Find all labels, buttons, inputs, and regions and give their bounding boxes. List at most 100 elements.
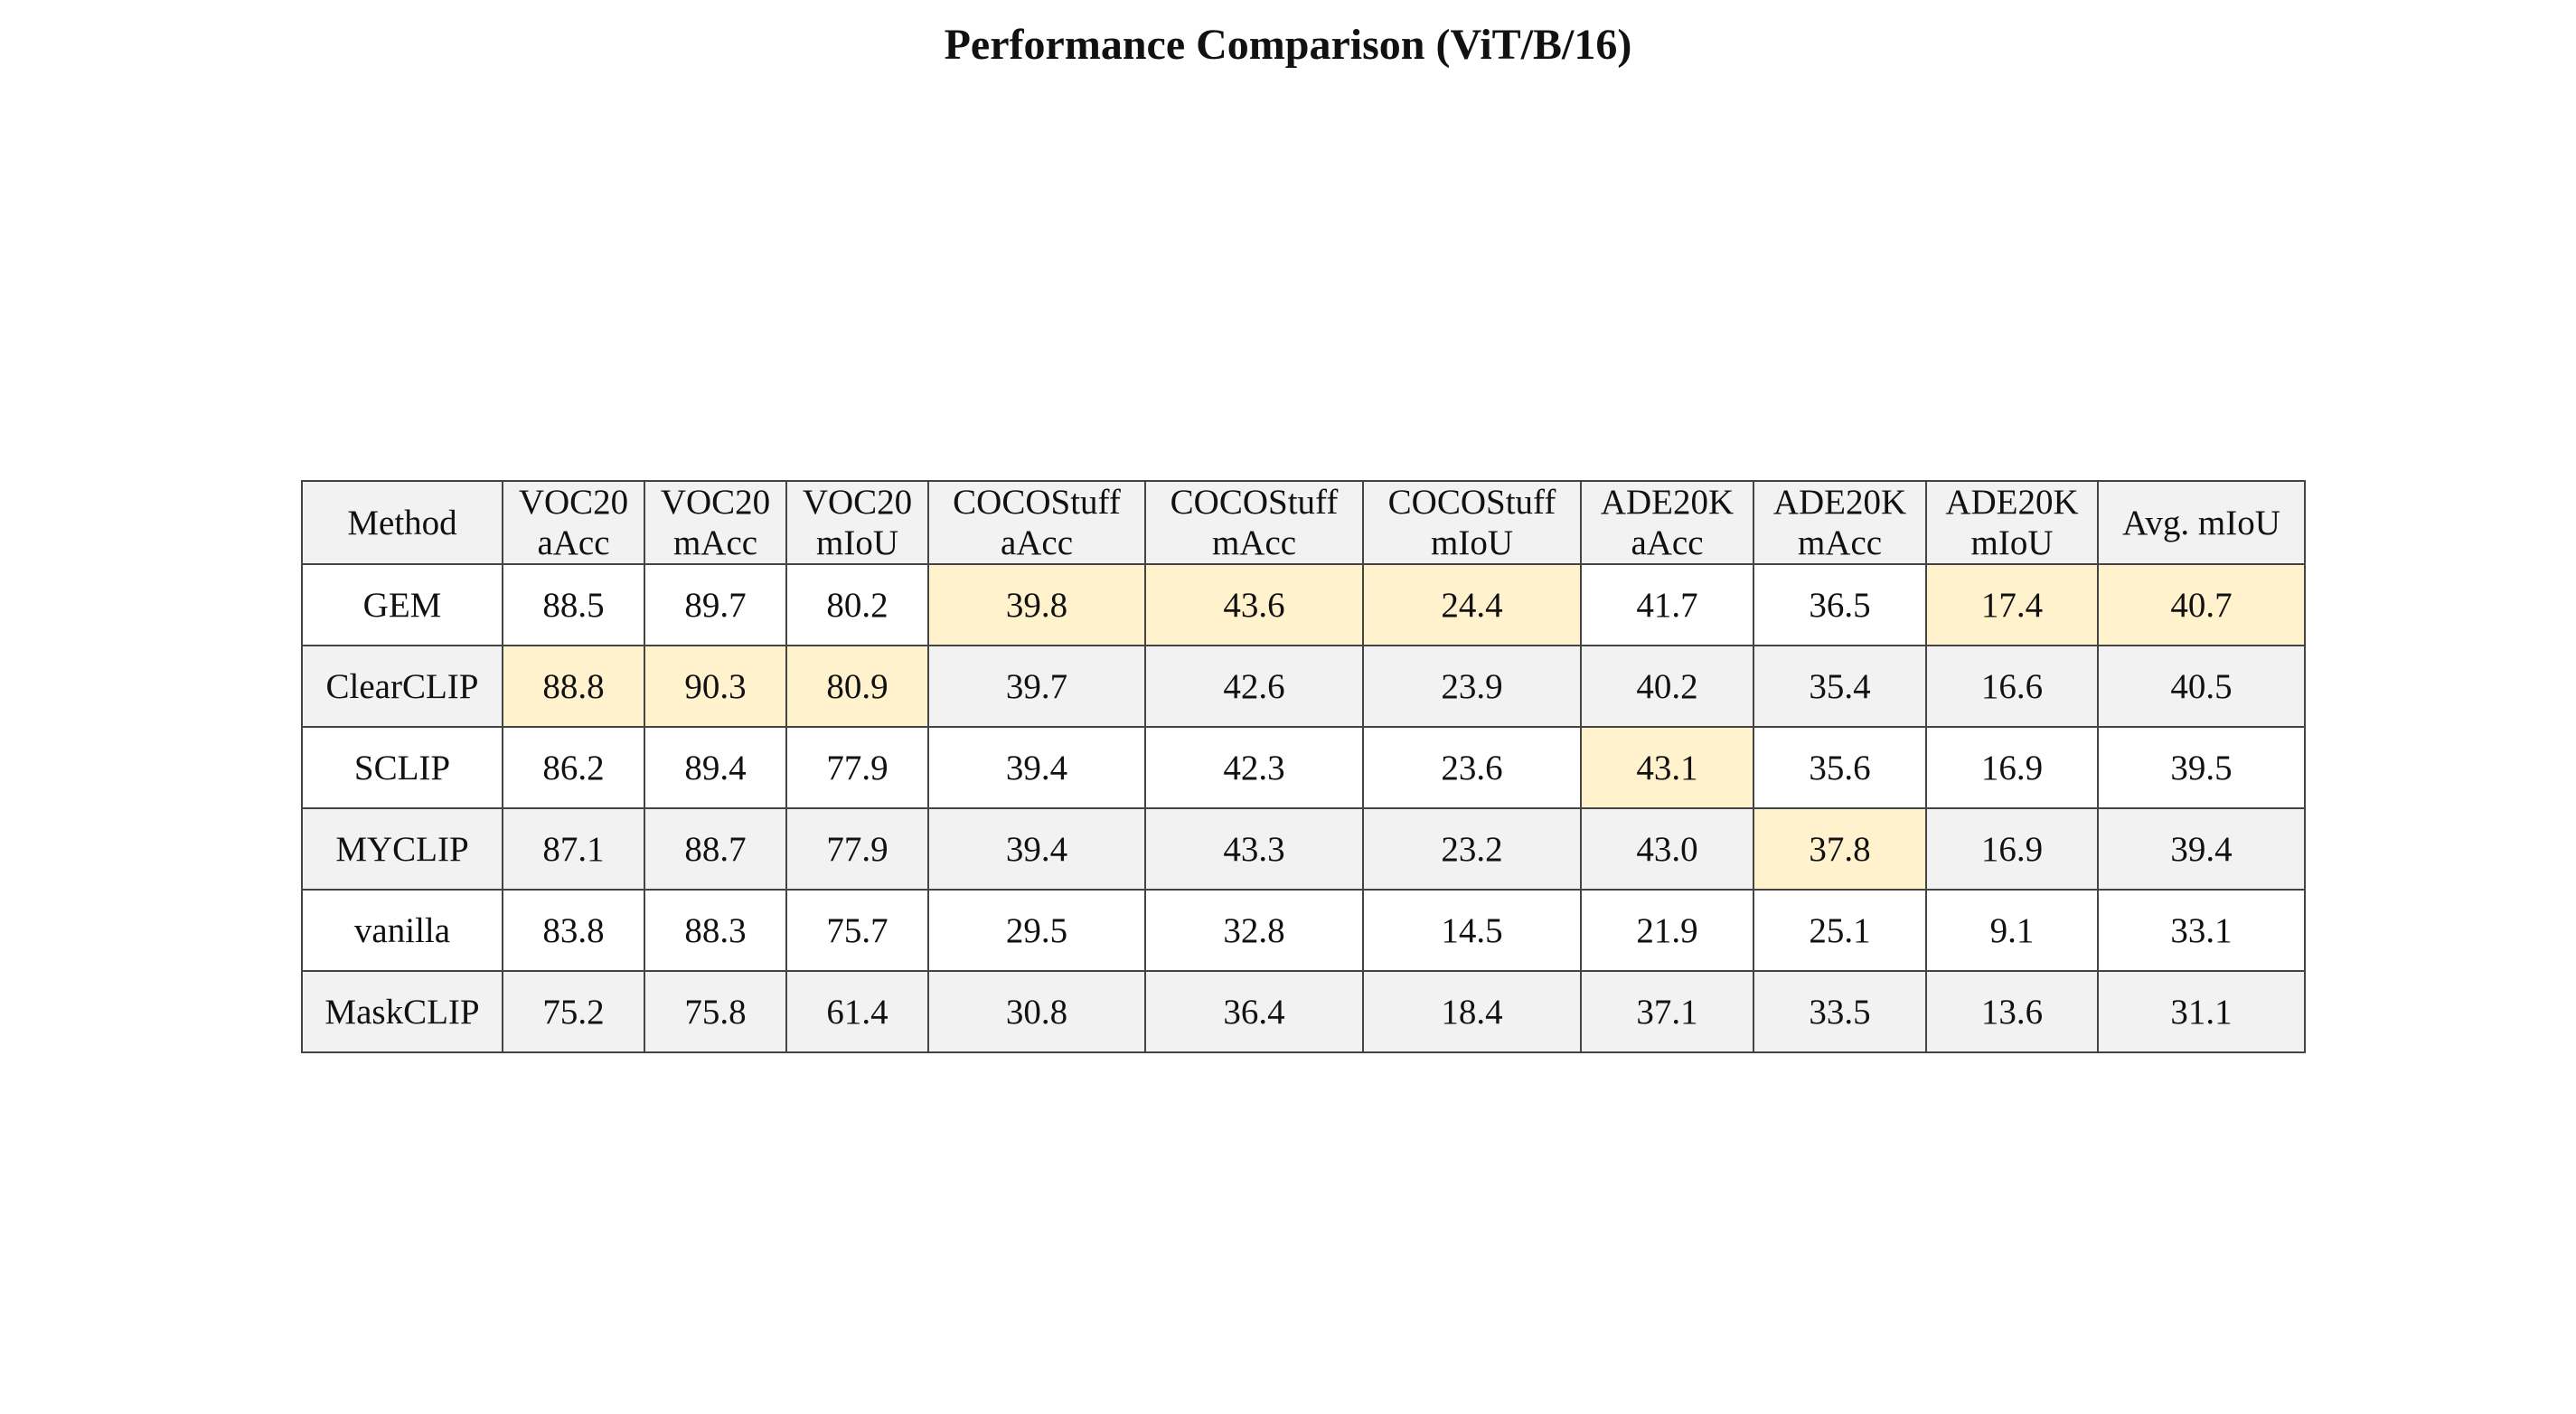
column-header-line: Avg. mIoU	[2122, 503, 2280, 542]
column-header-line: mAcc	[1211, 523, 1297, 562]
value-cell: 61.4	[785, 970, 929, 1053]
column-header-line: COCOStuff	[953, 483, 1121, 522]
value-cell: 36.4	[1144, 970, 1364, 1053]
column-header-line: mAcc	[1797, 523, 1883, 562]
column-header: ADE20K mAcc	[1753, 480, 1927, 565]
value-cell: 90.3	[644, 645, 787, 728]
value-cell: 16.9	[1925, 807, 2099, 891]
column-header-line: VOC20	[802, 483, 913, 522]
header-row: Method VOC20 aAcc VOC20 mAcc VOC20 mIoU COCOStu…	[301, 480, 2306, 565]
value-cell: 16.6	[1925, 645, 2099, 728]
method-cell: SCLIP	[301, 726, 503, 809]
value-cell: 37.8	[1753, 807, 1927, 891]
value-cell: 41.7	[1580, 563, 1754, 646]
value-cell: 89.7	[644, 563, 787, 646]
column-header: COCOStuff mAcc	[1144, 480, 1364, 565]
value-cell: 43.0	[1580, 807, 1754, 891]
value-cell: 77.9	[785, 726, 929, 809]
column-header-line: mIoU	[816, 523, 898, 562]
value-cell: 39.8	[927, 563, 1146, 646]
value-cell: 40.5	[2097, 645, 2306, 728]
value-cell: 25.1	[1753, 889, 1927, 972]
method-cell: vanilla	[301, 889, 503, 972]
value-cell: 39.4	[2097, 807, 2306, 891]
column-header-line: aAcc	[537, 523, 610, 562]
column-header: Avg. mIoU	[2097, 480, 2306, 565]
value-cell: 32.8	[1144, 889, 1364, 972]
column-header: ADE20K mIoU	[1925, 480, 2099, 565]
value-cell: 39.4	[927, 726, 1146, 809]
column-header: ADE20K aAcc	[1580, 480, 1754, 565]
value-cell: 31.1	[2097, 970, 2306, 1053]
value-cell: 33.1	[2097, 889, 2306, 972]
column-header: COCOStuff aAcc	[927, 480, 1146, 565]
value-cell: 80.2	[785, 563, 929, 646]
value-cell: 43.6	[1144, 563, 1364, 646]
column-header-line: aAcc	[1000, 523, 1074, 562]
value-cell: 88.5	[502, 563, 645, 646]
value-cell: 23.9	[1362, 645, 1582, 728]
column-header-line: mAcc	[672, 523, 758, 562]
column-header: COCOStuff mIoU	[1362, 480, 1582, 565]
value-cell: 42.6	[1144, 645, 1364, 728]
value-cell: 21.9	[1580, 889, 1754, 972]
value-cell: 30.8	[927, 970, 1146, 1053]
value-cell: 75.2	[502, 970, 645, 1053]
table-row: MYCLIP 87.1 88.7 77.9 39.4 43.3 23.2 43.0 37.8 16…	[301, 807, 2306, 891]
value-cell: 40.7	[2097, 563, 2306, 646]
table-row: SCLIP 86.2 89.4 77.9 39.4 42.3 23.6 43.1 35.6 16.…	[301, 726, 2306, 809]
results-table-container: Method VOC20 aAcc VOC20 mAcc VOC20 mIoU COCOStu…	[301, 480, 2306, 1053]
value-cell: 33.5	[1753, 970, 1927, 1053]
column-header-line: ADE20K	[1600, 483, 1735, 522]
value-cell: 14.5	[1362, 889, 1582, 972]
column-header-line: mIoU	[1431, 523, 1513, 562]
table-row: GEM 88.5 89.7 80.2 39.8 43.6 24.4 41.7 36.5 17.4 4…	[301, 563, 2306, 646]
page-title: Performance Comparison (ViT/B/16)	[944, 21, 1632, 69]
value-cell: 37.1	[1580, 970, 1754, 1053]
value-cell: 23.2	[1362, 807, 1582, 891]
value-cell: 87.1	[502, 807, 645, 891]
column-header-line: aAcc	[1631, 523, 1704, 562]
value-cell: 75.7	[785, 889, 929, 972]
column-header-line: ADE20K	[1945, 483, 2079, 522]
value-cell: 23.6	[1362, 726, 1582, 809]
table-row: ClearCLIP 88.8 90.3 80.9 39.7 42.6 23.9 40.2 35.…	[301, 645, 2306, 728]
method-cell: MYCLIP	[301, 807, 503, 891]
value-cell: 18.4	[1362, 970, 1582, 1053]
value-cell: 24.4	[1362, 563, 1582, 646]
method-cell: ClearCLIP	[301, 645, 503, 728]
column-header-line: COCOStuff	[1170, 483, 1339, 522]
value-cell: 88.7	[644, 807, 787, 891]
value-cell: 29.5	[927, 889, 1146, 972]
value-cell: 16.9	[1925, 726, 2099, 809]
method-cell: MaskCLIP	[301, 970, 503, 1053]
column-header-line: Method	[347, 503, 457, 542]
value-cell: 39.5	[2097, 726, 2306, 809]
column-header: VOC20 mAcc	[644, 480, 787, 565]
value-cell: 75.8	[644, 970, 787, 1053]
value-cell: 77.9	[785, 807, 929, 891]
value-cell: 86.2	[502, 726, 645, 809]
column-header-line: ADE20K	[1772, 483, 1907, 522]
value-cell: 89.4	[644, 726, 787, 809]
column-header-line: mIoU	[1970, 523, 2054, 562]
column-header: Method	[301, 480, 503, 565]
value-cell: 80.9	[785, 645, 929, 728]
value-cell: 13.6	[1925, 970, 2099, 1053]
column-header-line: VOC20	[518, 483, 629, 522]
column-header-line: COCOStuff	[1387, 483, 1556, 522]
table-header: Method VOC20 aAcc VOC20 mAcc VOC20 mIoU COCOStu…	[301, 480, 2306, 565]
results-table: Method VOC20 aAcc VOC20 mAcc VOC20 mIoU COCOStu…	[301, 480, 2306, 1053]
value-cell: 42.3	[1144, 726, 1364, 809]
column-header-line: VOC20	[660, 483, 771, 522]
value-cell: 36.5	[1753, 563, 1927, 646]
method-cell: GEM	[301, 563, 503, 646]
value-cell: 88.8	[502, 645, 645, 728]
value-cell: 88.3	[644, 889, 787, 972]
value-cell: 39.4	[927, 807, 1146, 891]
value-cell: 83.8	[502, 889, 645, 972]
value-cell: 40.2	[1580, 645, 1754, 728]
value-cell: 17.4	[1925, 563, 2099, 646]
value-cell: 9.1	[1925, 889, 2099, 972]
column-header: VOC20 mIoU	[785, 480, 929, 565]
